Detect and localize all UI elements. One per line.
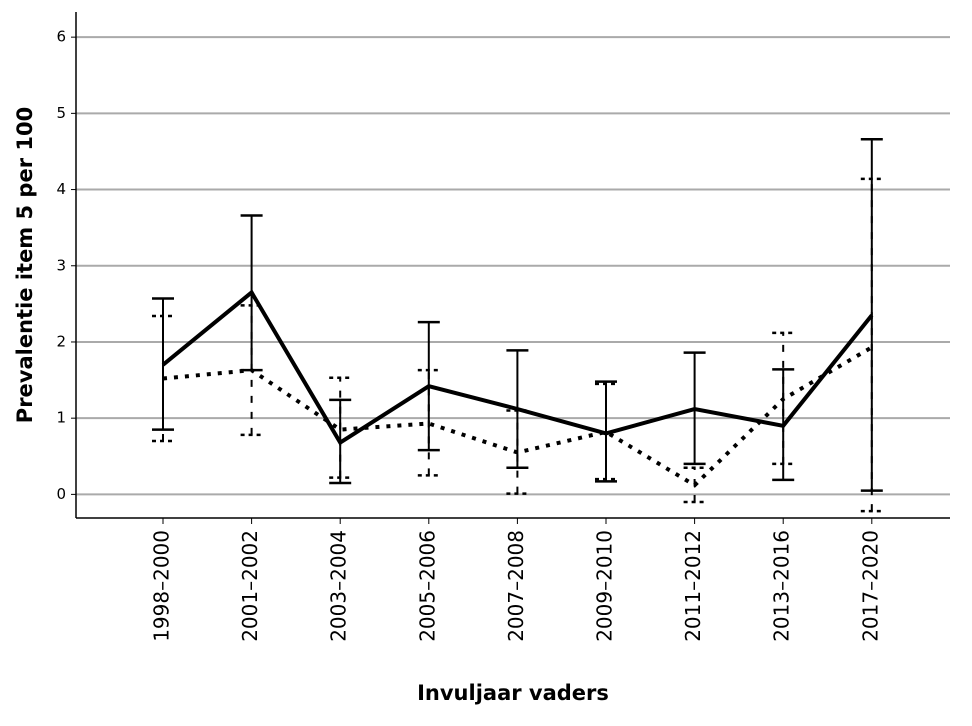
x-tick-label: 2017–2020 [858, 530, 882, 642]
x-tick-label: 2001–2002 [238, 530, 262, 642]
y-tick-label: 0 [56, 485, 66, 503]
x-tick-label: 2009–2010 [593, 530, 617, 642]
y-tick-label: 3 [56, 256, 66, 274]
x-axis-title: Invuljaar vaders [417, 681, 609, 705]
x-tick-label: 2007–2008 [504, 530, 528, 642]
y-tick-label: 6 [56, 28, 66, 46]
solid-line [161, 289, 874, 446]
x-tick-label: 2011–2012 [681, 530, 705, 642]
y-axis-title: Prevalentie item 5 per 100 [13, 107, 37, 423]
x-tick-label: 1998–2000 [150, 530, 174, 642]
y-tick-label: 5 [56, 104, 66, 122]
dotted-line [162, 345, 873, 488]
y-tick-label: 1 [56, 409, 66, 427]
y-tick-label: 4 [56, 180, 66, 198]
x-tick-label: 2005–2006 [415, 530, 439, 642]
y-tick-label: 2 [56, 332, 66, 350]
x-tick-label: 2013–2016 [770, 530, 794, 642]
x-tick-label: 2003–2004 [327, 530, 351, 642]
